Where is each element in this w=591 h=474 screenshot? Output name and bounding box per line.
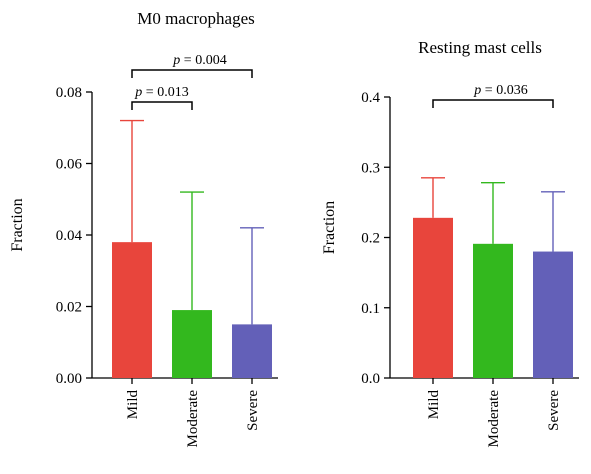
significance-bracket [131, 101, 193, 110]
x-tick-label: Mild [125, 390, 141, 420]
bar-mild [413, 217, 453, 378]
y-tick-label: 0.00 [56, 371, 82, 387]
y-tick-label: 0.06 [56, 157, 83, 173]
bar-mild [112, 242, 152, 378]
x-tick-label: Moderate [185, 390, 201, 448]
y-tick-label: 0.0 [361, 371, 380, 387]
y-tick-label: 0.3 [361, 160, 380, 176]
p-value-label: p = 0.036 [473, 83, 527, 98]
p-value-label: p = 0.004 [172, 53, 226, 68]
y-tick-label: 0.4 [361, 90, 380, 106]
chart-title: M0 macrophages [137, 9, 255, 28]
chart-2: Resting mast cells 0.0 0.1 0.2 0.3 0.4 Fractio… [321, 38, 579, 447]
bar-moderate [473, 243, 513, 378]
significance-bracket [131, 69, 253, 78]
bar-severe [533, 251, 573, 378]
y-tick-label: 0.08 [56, 85, 82, 101]
y-axis-label: Fraction [9, 198, 26, 251]
y-tick-label: 0.04 [56, 228, 83, 244]
y-tick-label: 0.1 [361, 301, 380, 317]
x-tick-label: Severe [546, 390, 562, 431]
bar-moderate [172, 310, 212, 378]
chart-1: M0 macrophages 0.00 0.02 0.04 0.06 0.08 Fracti… [9, 9, 278, 447]
x-tick-label: Severe [245, 390, 261, 431]
x-tick-label: Mild [426, 390, 442, 420]
x-tick-label: Moderate [486, 390, 502, 448]
y-tick-label: 0.2 [361, 231, 380, 247]
chart-title: Resting mast cells [418, 38, 542, 57]
bar-severe [232, 324, 272, 378]
y-tick-label: 0.02 [56, 300, 82, 316]
significance-bracket [432, 99, 554, 108]
y-axis-label: Fraction [321, 201, 338, 254]
p-value-label: p = 0.013 [134, 85, 188, 100]
